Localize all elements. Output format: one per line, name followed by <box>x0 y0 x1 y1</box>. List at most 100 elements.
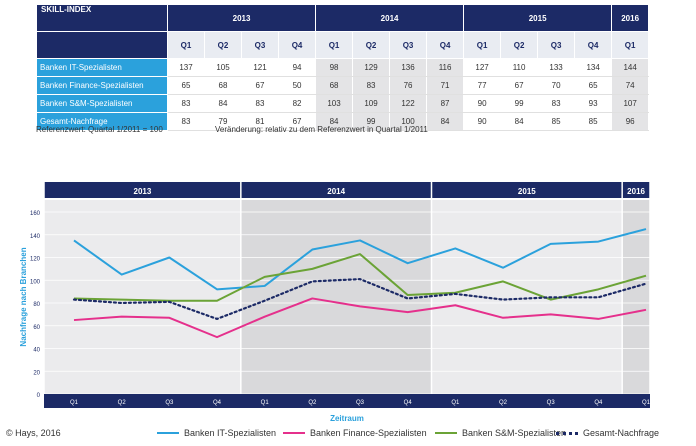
y-tick-label: 160 <box>30 211 41 217</box>
table-cell: 82 <box>277 94 317 113</box>
table-title: SKILL-INDEX <box>36 4 168 32</box>
x-tick-label: Q1 <box>451 400 460 406</box>
line-chart: 2013 2014 2015 2016 0 20 40 60 80 100 120 140 160 Q1 Q… <box>19 182 651 423</box>
quarter-header: Q4 <box>426 31 465 59</box>
year-header: 2014 <box>315 4 465 32</box>
legend-label: Banken IT-Spezialisten <box>184 428 277 438</box>
table-cell: 93 <box>574 94 613 113</box>
table-cell: 50 <box>277 76 317 95</box>
table-cell: 83 <box>167 94 205 113</box>
legend-item: Banken IT-Spezialisten <box>157 428 276 438</box>
table-cell: 81 <box>241 112 279 131</box>
x-tick-label: Q2 <box>118 400 127 406</box>
quarter-header: Q1 <box>315 31 354 59</box>
table-cell: 68 <box>204 76 242 95</box>
table-cell: 87 <box>426 94 465 113</box>
table-cell: 122 <box>389 94 428 113</box>
table-cell: 83 <box>167 112 205 131</box>
table-cell: 67 <box>241 76 279 95</box>
table-cell: 129 <box>352 58 391 77</box>
table-row: Gesamt-Nachfrage 83 79 81 67 84 99 100 84 90 84 85 8… <box>36 112 650 131</box>
legend-label: Gesamt-Nachfrage <box>583 428 660 438</box>
table-cell: 133 <box>537 58 576 77</box>
year-band-header <box>44 182 241 198</box>
y-axis-title: Nachfrage nach Branchen <box>19 247 28 346</box>
x-tick-label: Q1 <box>70 400 79 406</box>
y-tick-label: 60 <box>33 325 40 331</box>
table-cell: 79 <box>204 112 242 131</box>
table-cell: 136 <box>389 58 428 77</box>
table-cell: 65 <box>574 76 613 95</box>
table-cell: 83 <box>352 76 391 95</box>
table-cell: 68 <box>315 76 354 95</box>
row-label: Banken Finance-Spezialisten <box>36 76 168 95</box>
quarter-header: Q3 <box>537 31 576 59</box>
table-cell: 84 <box>315 112 354 131</box>
x-axis-band <box>44 394 650 408</box>
header-blank <box>36 31 168 59</box>
table-cell: 109 <box>352 94 391 113</box>
table-cell: 137 <box>167 58 205 77</box>
y-tick-label: 120 <box>30 257 41 263</box>
table-cell: 121 <box>241 58 279 77</box>
table-cell: 96 <box>611 112 650 131</box>
quarter-header: Q1 <box>167 31 205 59</box>
copyright: © Hays, 2016 <box>6 428 61 438</box>
table-cell: 98 <box>315 58 354 77</box>
table-cell: 99 <box>352 112 391 131</box>
table-cell: 74 <box>611 76 650 95</box>
change-note: Veränderung: relativ zu dem Referenzwert… <box>215 125 428 134</box>
y-tick-label: 20 <box>33 370 40 376</box>
table-cell: 144 <box>611 58 650 77</box>
table-cell: 90 <box>463 94 502 113</box>
table-cell: 67 <box>500 76 539 95</box>
table-cell: 99 <box>500 94 539 113</box>
y-tick-label: 140 <box>30 234 41 240</box>
table-cell: 100 <box>389 112 428 131</box>
x-tick-label: Q2 <box>308 400 317 406</box>
quarter-header: Q1 <box>611 31 650 59</box>
table-row: Banken IT-Spezialisten 137 105 121 94 98 129 13… <box>36 58 650 77</box>
year-band-header <box>431 182 623 198</box>
year-band-label: 2013 <box>134 187 152 196</box>
table-cell: 134 <box>574 58 613 77</box>
x-tick-label: Q4 <box>213 400 222 406</box>
table-cell: 105 <box>204 58 242 77</box>
table-cell: 127 <box>463 58 502 77</box>
quarter-header: Q2 <box>500 31 539 59</box>
row-label: Gesamt-Nachfrage <box>36 112 168 131</box>
quarter-header: Q3 <box>241 31 279 59</box>
year-band-label: 2016 <box>627 187 645 196</box>
x-tick-label: Q4 <box>594 400 603 406</box>
year-band-bg <box>44 200 241 394</box>
table-row: Banken S&M-Spezialisten 83 84 83 82 103 109 122… <box>36 94 650 113</box>
table-cell: 83 <box>537 94 576 113</box>
table-cell: 84 <box>426 112 465 131</box>
legend-label: Banken Finance-Spezialisten <box>310 428 427 438</box>
legend-label: Banken S&M-Spezialisten <box>462 428 567 438</box>
table-row: Banken Finance-Spezialisten 65 68 67 50 68 83 7… <box>36 76 650 95</box>
year-band-label: 2015 <box>518 187 536 196</box>
year-header: 2013 <box>166 4 317 32</box>
y-tick-label: 80 <box>33 302 40 308</box>
table-cell: 110 <box>500 58 539 77</box>
legend: © Hays, 2016 Banken IT-Spezialisten Banke… <box>0 426 696 442</box>
table-cell: 90 <box>463 112 502 131</box>
y-tick-label: 40 <box>33 348 40 354</box>
x-tick-label: Q3 <box>165 400 174 406</box>
table-cell: 84 <box>500 112 539 131</box>
skill-index-table: SKILL-INDEX 2013 2014 2015 2016 Q1 Q2 Q3 Q4 Q1 Q2 Q… <box>36 4 650 131</box>
quarter-header: Q3 <box>389 31 428 59</box>
table-cell: 65 <box>167 76 205 95</box>
table-cell: 85 <box>537 112 576 131</box>
y-tick-label: 100 <box>30 279 41 285</box>
x-tick-label: Q1 <box>642 400 651 406</box>
table-cell: 85 <box>574 112 613 131</box>
year-band-header <box>622 182 650 198</box>
x-tick-label: Q4 <box>404 400 413 406</box>
table-cell: 107 <box>611 94 650 113</box>
row-label: Banken IT-Spezialisten <box>36 58 168 77</box>
legend-item: Gesamt-Nachfrage <box>556 428 659 438</box>
table-cell: 84 <box>204 94 242 113</box>
table-cell: 83 <box>241 94 279 113</box>
